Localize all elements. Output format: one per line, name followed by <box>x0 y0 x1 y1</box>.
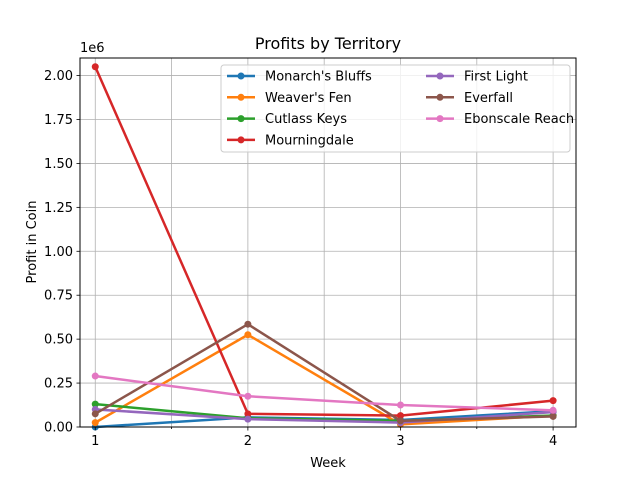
legend: Monarch's Bluffs Weaver's Fen Cutlass Keys… <box>220 64 574 153</box>
legend-swatch-marker <box>237 136 245 144</box>
data-point <box>91 400 99 408</box>
y-tick-label: 2.00 <box>44 69 73 84</box>
data-point <box>91 63 99 71</box>
data-point <box>244 331 252 339</box>
y-tick-label: 1.50 <box>44 157 73 172</box>
data-point <box>549 397 557 405</box>
data-point <box>549 412 557 420</box>
legend-label: Monarch's Bluffs <box>265 70 372 85</box>
y-tick-label: 0.50 <box>44 333 73 348</box>
data-point <box>244 415 252 423</box>
legend-swatch-marker <box>436 93 444 101</box>
legend-swatch-marker <box>237 93 245 101</box>
data-point <box>549 406 557 414</box>
series-line <box>93 333 555 426</box>
x-tick-label: 1 <box>91 434 99 449</box>
legend-item: Cutlass Keys <box>227 112 347 127</box>
x-tick-label: 3 <box>396 434 404 449</box>
x-tick-label: 4 <box>549 434 557 449</box>
legend-label: First Light <box>464 70 528 85</box>
y-tick-label: 1.25 <box>44 201 73 216</box>
series-line <box>93 322 555 423</box>
plot-frame <box>79 57 577 428</box>
legend-swatch-marker <box>436 72 444 80</box>
legend-item: First Light <box>426 70 528 85</box>
legend-label: Ebonscale Reach <box>464 112 574 127</box>
legend-swatch-marker <box>237 72 245 80</box>
legend-item: Everfall <box>426 91 513 106</box>
data-point <box>244 410 252 418</box>
series-5 <box>91 320 557 425</box>
legend-box <box>220 64 571 153</box>
data-point <box>91 419 99 427</box>
data-point <box>396 401 404 409</box>
chart-title: Profits by Territory <box>255 34 401 53</box>
y-tick-label: 1.75 <box>44 113 73 128</box>
y-tick-label: 0.75 <box>44 289 73 304</box>
data-point <box>244 320 252 328</box>
legend-swatch-marker <box>237 115 245 123</box>
y-offset-text: 1e6 <box>80 41 105 56</box>
x-tick-label: 2 <box>244 434 252 449</box>
x-axis-label: Week <box>310 456 346 471</box>
y-tick-label: 0.00 <box>44 421 73 436</box>
data-point <box>396 412 404 420</box>
series-line <box>93 408 555 424</box>
y-axis-label: Profit in Coin <box>25 201 40 284</box>
legend-label: Everfall <box>464 91 513 106</box>
axis-ticks: 1 2 3 4 0.00 0.25 0.50 0.75 1.00 1.25 1.50 1.75 2.00 <box>44 69 557 449</box>
legend-item: Weaver's Fen <box>227 91 352 106</box>
legend-label: Cutlass Keys <box>265 112 347 127</box>
legend-item: Mourningdale <box>227 133 354 148</box>
data-point <box>244 392 252 400</box>
data-point <box>396 417 404 425</box>
series-line <box>93 374 555 412</box>
data-point <box>91 410 99 418</box>
data-point <box>91 372 99 380</box>
y-tick-label: 1.00 <box>44 245 73 260</box>
legend-item: Ebonscale Reach <box>426 112 574 127</box>
legend-item: Monarch's Bluffs <box>227 70 372 85</box>
series-lines <box>91 63 557 431</box>
legend-swatch-marker <box>436 115 444 123</box>
y-tick-label: 0.25 <box>44 377 73 392</box>
legend-label: Weaver's Fen <box>265 91 352 106</box>
legend-label: Mourningdale <box>265 133 354 148</box>
series-6 <box>91 372 557 414</box>
